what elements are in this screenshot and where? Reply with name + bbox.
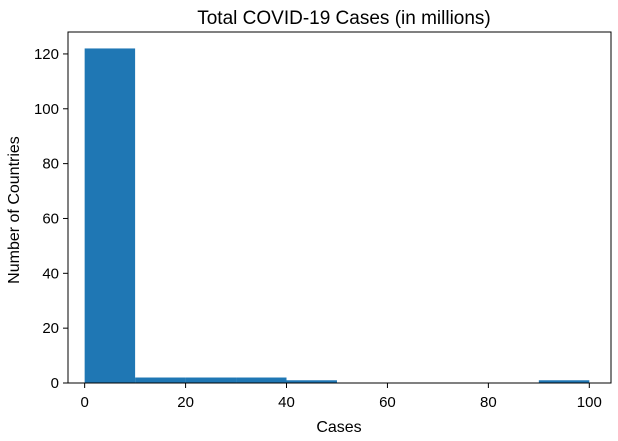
y-tick-label: 20	[42, 320, 59, 337]
bars-group	[84, 48, 590, 383]
x-tick-label: 60	[379, 394, 396, 411]
y-tick-label: 60	[42, 210, 59, 227]
y-axis-label: Number of Countries	[6, 136, 23, 284]
y-tick-label: 40	[42, 265, 59, 282]
histogram-bar-10-20	[135, 377, 186, 383]
x-tick-label: 80	[480, 394, 497, 411]
y-axis-ticks: 0 20 40 60 80 100 120	[34, 46, 68, 392]
histogram-bar-40-50	[286, 380, 337, 383]
y-tick-label: 120	[34, 46, 59, 63]
x-tick-label: 40	[278, 394, 295, 411]
plot-frame	[67, 31, 612, 384]
x-tick-label: 0	[80, 394, 88, 411]
chart-title: Total COVID-19 Cases (in millions)	[197, 8, 491, 29]
x-tick-label: 100	[577, 394, 602, 411]
x-tick-label: 20	[177, 394, 194, 411]
histogram-bar-30-40	[236, 377, 287, 383]
x-axis-label: Cases	[316, 419, 361, 436]
histogram-bar-20-30	[185, 377, 237, 383]
y-tick-label: 80	[42, 156, 59, 173]
x-axis-ticks: 0 20 40 60 80 100	[80, 383, 602, 411]
histogram-bar-90-100	[538, 380, 590, 383]
y-tick-label: 0	[51, 375, 59, 392]
y-tick-label: 100	[34, 101, 59, 118]
histogram-bar-0-10	[84, 48, 136, 383]
